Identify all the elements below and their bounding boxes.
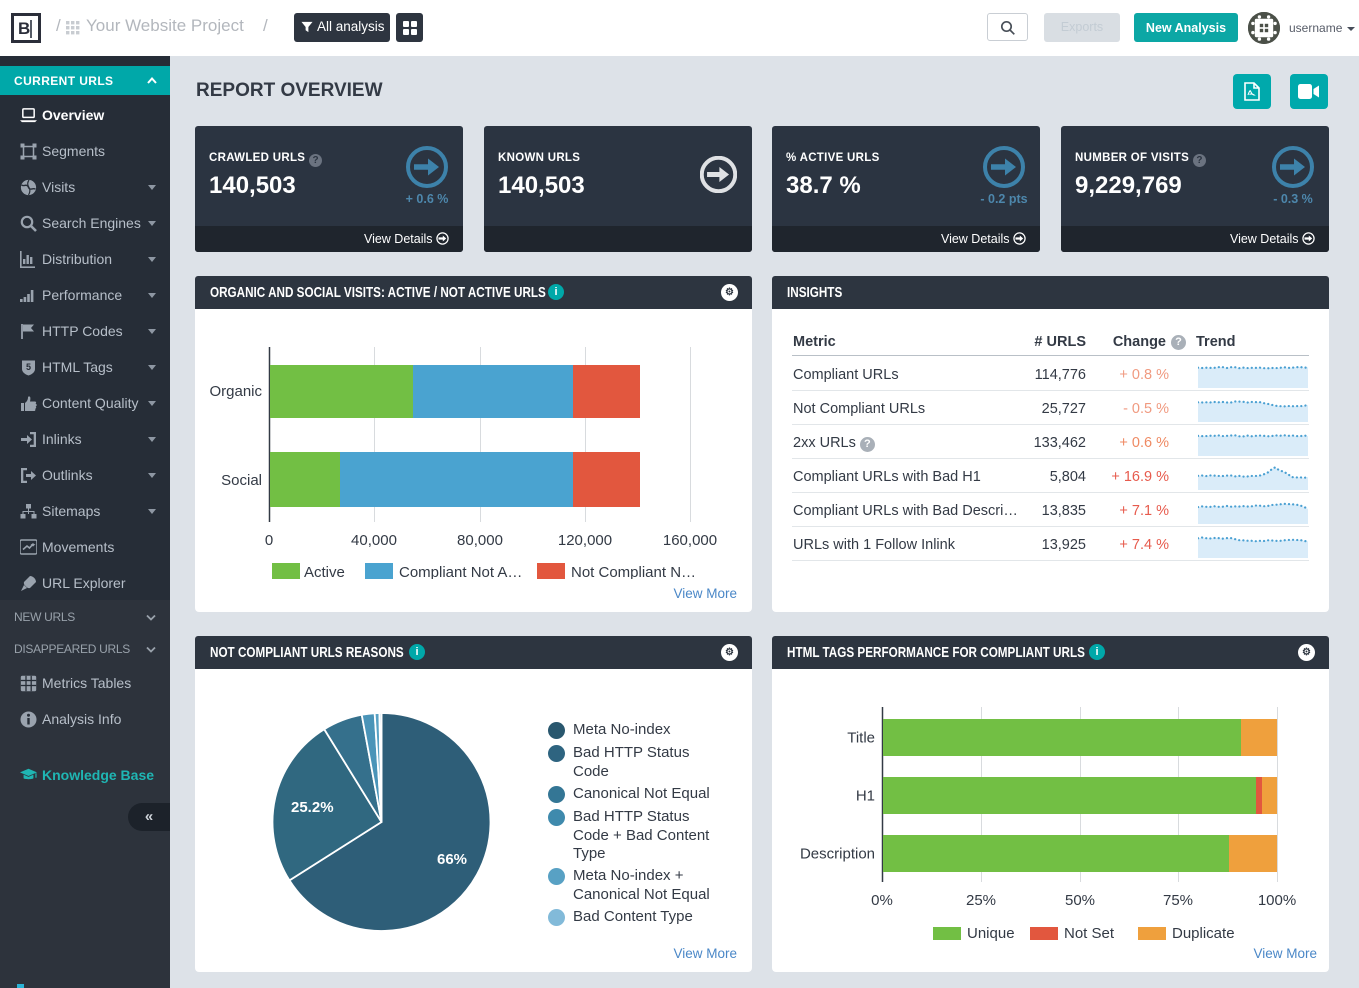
svg-text:Compliant Not A…: Compliant Not A… — [399, 564, 522, 579]
svg-text:5: 5 — [26, 362, 31, 372]
svg-text:Active: Active — [304, 564, 345, 579]
svg-text:Description: Description — [800, 846, 875, 863]
svg-text:80,000: 80,000 — [457, 532, 503, 549]
svg-text:Unique: Unique — [967, 925, 1015, 942]
svg-text:100%: 100% — [1258, 892, 1296, 909]
svg-text:Title: Title — [847, 730, 875, 747]
svg-text:Not Set: Not Set — [1064, 925, 1115, 942]
svg-text:75%: 75% — [1163, 892, 1193, 909]
svg-text:Organic: Organic — [209, 383, 262, 400]
svg-text:25%: 25% — [966, 892, 996, 909]
svg-text:0%: 0% — [871, 892, 893, 909]
svg-text:120,000: 120,000 — [558, 532, 612, 549]
svg-text:H1: H1 — [856, 788, 875, 805]
svg-text:25.2%: 25.2% — [291, 799, 334, 816]
svg-text:66%: 66% — [437, 851, 467, 868]
svg-text:160,000: 160,000 — [663, 532, 717, 549]
svg-text:Not Compliant N…: Not Compliant N… — [571, 564, 696, 579]
svg-text:0: 0 — [265, 532, 273, 549]
svg-text:Duplicate: Duplicate — [1172, 925, 1235, 942]
svg-text:50%: 50% — [1065, 892, 1095, 909]
svg-text:40,000: 40,000 — [351, 532, 397, 549]
svg-text:Social: Social — [221, 472, 262, 489]
